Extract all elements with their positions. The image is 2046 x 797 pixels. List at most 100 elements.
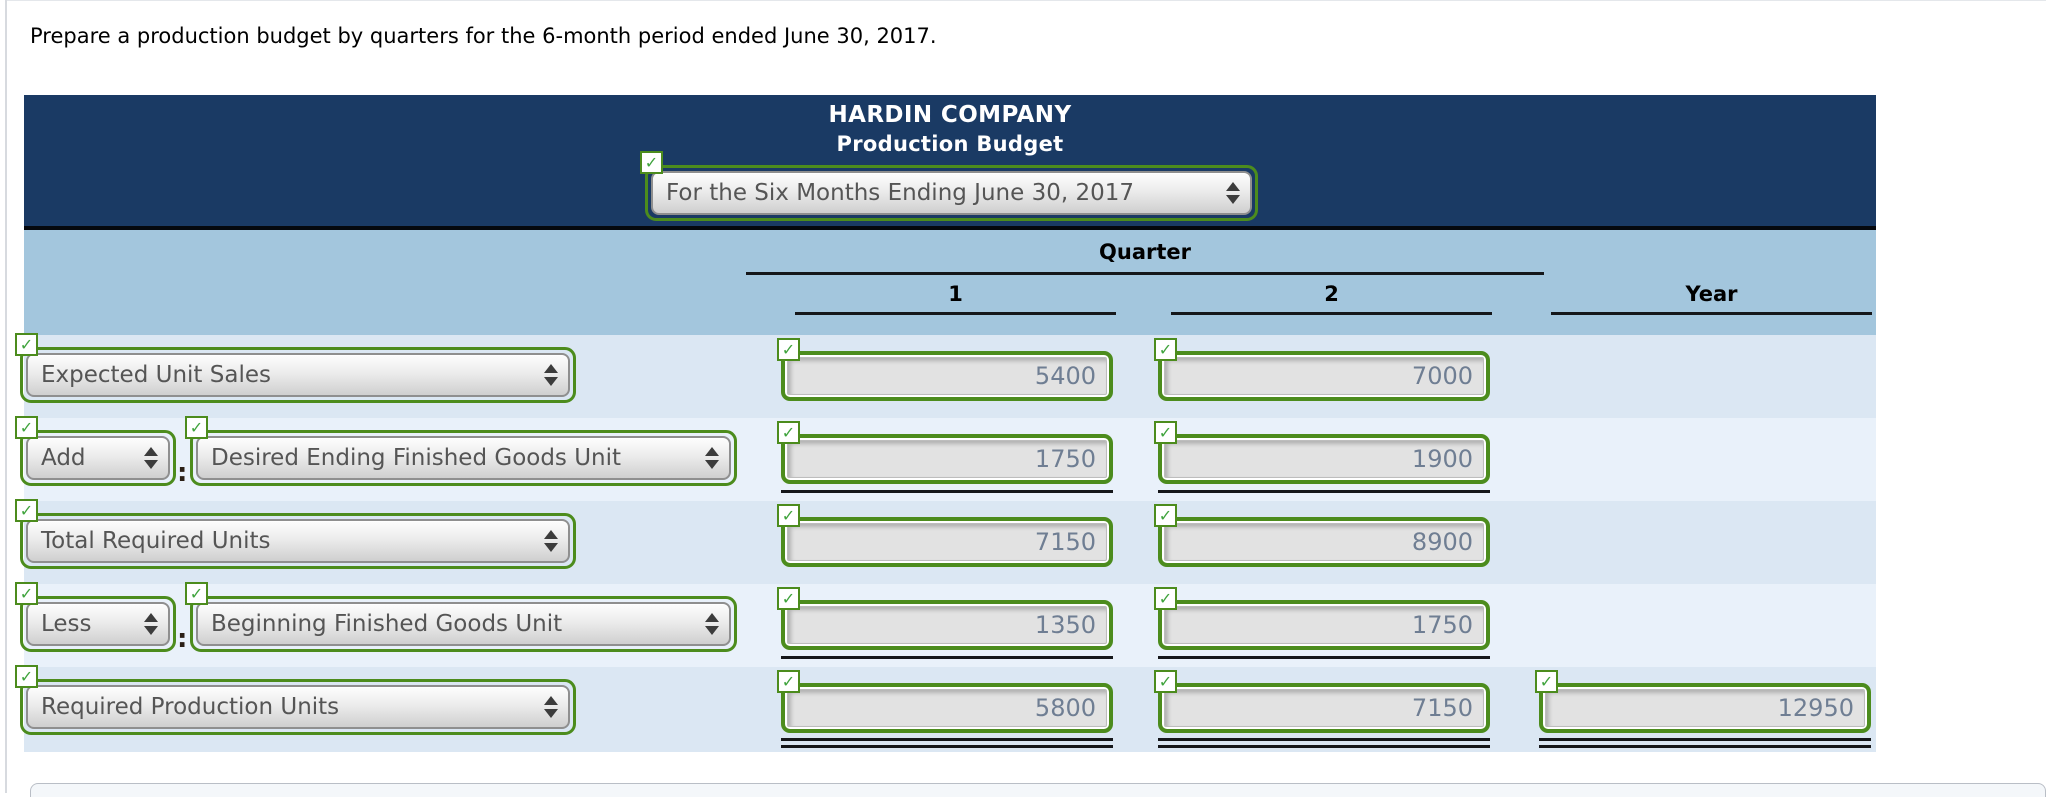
select-spinner-icon <box>544 696 558 718</box>
quarter1-amount-input[interactable]: ✓ 1750 <box>777 421 1113 484</box>
select-spinner-icon <box>705 447 719 469</box>
year-column-label: Year <box>1685 282 1738 306</box>
quarter2-amount-input[interactable]: ✓ 8900 <box>1154 504 1490 567</box>
quarter1-column-underline <box>795 312 1116 315</box>
answer-correct-checkbox[interactable]: ✓ <box>1154 504 1177 527</box>
quarter-group-label: Quarter <box>1099 240 1191 264</box>
account-label-select-control[interactable]: Total Required Units <box>26 519 570 563</box>
check-icon: ✓ <box>644 152 659 172</box>
account-label-select-control[interactable]: Desired Ending Finished Goods Unit <box>196 436 731 480</box>
quarter2-amount-value[interactable]: 7000 <box>1164 357 1484 395</box>
table-row: ✓ Expected Unit Sales ✓ 5400 ✓ 7000 <box>15 333 1876 418</box>
quarter1-amount-value[interactable]: 5400 <box>787 357 1107 395</box>
account-label-select-control[interactable]: Required Production Units <box>26 685 570 729</box>
account-label-select[interactable]: ✓ Required Production Units <box>15 665 576 735</box>
quarter1-amount-value[interactable]: 7150 <box>787 523 1107 561</box>
quarter1-amount-input[interactable]: ✓ 1350 <box>777 587 1113 650</box>
check-icon: ✓ <box>781 505 796 525</box>
answer-correct-checkbox[interactable]: ✓ <box>777 504 800 527</box>
quarter1-amount-input[interactable]: ✓ 5800 <box>777 670 1113 733</box>
account-label-select-control[interactable]: Expected Unit Sales <box>26 353 570 397</box>
year-amount-value[interactable]: 12950 <box>1545 689 1865 727</box>
account-label-select[interactable]: ✓ Desired Ending Finished Goods Unit <box>185 416 737 486</box>
subtotal-rule <box>1158 656 1490 659</box>
add-less-select-control[interactable]: Add <box>26 436 170 480</box>
add-less-select-control[interactable]: Less <box>26 602 170 646</box>
panel-left-border <box>5 0 7 793</box>
answer-correct-checkbox[interactable]: ✓ <box>15 416 38 439</box>
period-select-control[interactable]: For the Six Months Ending June 30, 2017 <box>651 171 1252 215</box>
answer-correct-checkbox[interactable]: ✓ <box>640 151 663 174</box>
answer-correct-checkbox[interactable]: ✓ <box>777 587 800 610</box>
check-icon: ✓ <box>781 339 796 359</box>
year-column-underline <box>1551 312 1872 315</box>
quarter1-amount-value[interactable]: 1750 <box>787 440 1107 478</box>
answer-correct-checkbox[interactable]: ✓ <box>1154 338 1177 361</box>
answer-correct-checkbox[interactable]: ✓ <box>185 582 208 605</box>
table-title-header: HARDIN COMPANY Production Budget ✓ For t… <box>24 95 1876 230</box>
answer-correct-checkbox[interactable]: ✓ <box>15 333 38 356</box>
answer-correct-checkbox[interactable]: ✓ <box>1154 670 1177 693</box>
account-label-select[interactable]: ✓ Beginning Finished Goods Unit <box>185 582 737 652</box>
quarter2-amount-input[interactable]: ✓ 7150 <box>1154 670 1490 733</box>
quarter2-amount-input[interactable]: ✓ 7000 <box>1154 338 1490 401</box>
answer-correct-checkbox[interactable]: ✓ <box>1154 587 1177 610</box>
answer-correct-checkbox[interactable]: ✓ <box>15 499 38 522</box>
quarter1-amount-value[interactable]: 1350 <box>787 606 1107 644</box>
account-label-select[interactable]: ✓ Expected Unit Sales <box>15 333 576 403</box>
check-icon: ✓ <box>781 422 796 442</box>
total-double-rule <box>1158 738 1490 748</box>
check-icon: ✓ <box>189 583 204 603</box>
account-label-value: Desired Ending Finished Goods Unit <box>211 445 622 471</box>
quarter2-column-underline <box>1171 312 1492 315</box>
check-icon: ✓ <box>781 671 796 691</box>
check-icon: ✓ <box>19 334 34 354</box>
add-less-select[interactable]: ✓ Less <box>15 582 176 652</box>
quarter2-amount-value[interactable]: 1750 <box>1164 606 1484 644</box>
year-amount-input[interactable]: ✓ 12950 <box>1535 670 1871 733</box>
subtotal-rule <box>781 490 1113 493</box>
quarter2-amount-value[interactable]: 8900 <box>1164 523 1484 561</box>
check-icon: ✓ <box>1539 671 1554 691</box>
quarter1-amount-value[interactable]: 5800 <box>787 689 1107 727</box>
check-icon: ✓ <box>1158 588 1173 608</box>
column-header-band: Quarter 1 2 Year <box>24 230 1876 335</box>
add-less-select[interactable]: ✓ Add <box>15 416 176 486</box>
answer-correct-checkbox[interactable]: ✓ <box>777 421 800 444</box>
quarter1-amount-input[interactable]: ✓ 7150 <box>777 504 1113 567</box>
answer-correct-checkbox[interactable]: ✓ <box>15 582 38 605</box>
report-title: Production Budget <box>836 132 1064 156</box>
answer-correct-checkbox[interactable]: ✓ <box>185 416 208 439</box>
total-double-rule <box>781 738 1113 748</box>
select-spinner-icon <box>1226 182 1240 204</box>
quarter1-column-label: 1 <box>948 282 963 306</box>
answer-correct-checkbox[interactable]: ✓ <box>777 338 800 361</box>
subtotal-rule <box>1158 490 1490 493</box>
account-label-select-control[interactable]: Beginning Finished Goods Unit <box>196 602 731 646</box>
add-less-value: Add <box>41 445 86 471</box>
instruction-text: Prepare a production budget by quarters … <box>30 24 937 48</box>
check-icon: ✓ <box>1158 422 1173 442</box>
quarter1-amount-input[interactable]: ✓ 5400 <box>777 338 1113 401</box>
table-row: ✓ Add : ✓ Desired Ending Finished Goods … <box>15 416 1876 501</box>
answer-correct-checkbox[interactable]: ✓ <box>15 665 38 688</box>
quarter2-column-label: 2 <box>1324 282 1339 306</box>
quarter2-amount-value[interactable]: 1900 <box>1164 440 1484 478</box>
period-select[interactable]: ✓ For the Six Months Ending June 30, 201… <box>640 151 1258 221</box>
select-spinner-icon <box>544 364 558 386</box>
next-section-panel <box>30 783 2046 797</box>
account-label-value: Total Required Units <box>41 528 271 554</box>
add-less-value: Less <box>41 611 92 637</box>
answer-correct-checkbox[interactable]: ✓ <box>777 670 800 693</box>
answer-correct-checkbox[interactable]: ✓ <box>1535 670 1558 693</box>
company-name: HARDIN COMPANY <box>828 102 1072 128</box>
quarter2-amount-input[interactable]: ✓ 1900 <box>1154 421 1490 484</box>
period-select-value: For the Six Months Ending June 30, 2017 <box>666 180 1135 206</box>
answer-correct-checkbox[interactable]: ✓ <box>1154 421 1177 444</box>
quarter2-amount-value[interactable]: 7150 <box>1164 689 1484 727</box>
account-label-select[interactable]: ✓ Total Required Units <box>15 499 576 569</box>
select-spinner-icon <box>144 447 158 469</box>
quarter-group-underline <box>746 272 1544 275</box>
check-icon: ✓ <box>781 588 796 608</box>
quarter2-amount-input[interactable]: ✓ 1750 <box>1154 587 1490 650</box>
